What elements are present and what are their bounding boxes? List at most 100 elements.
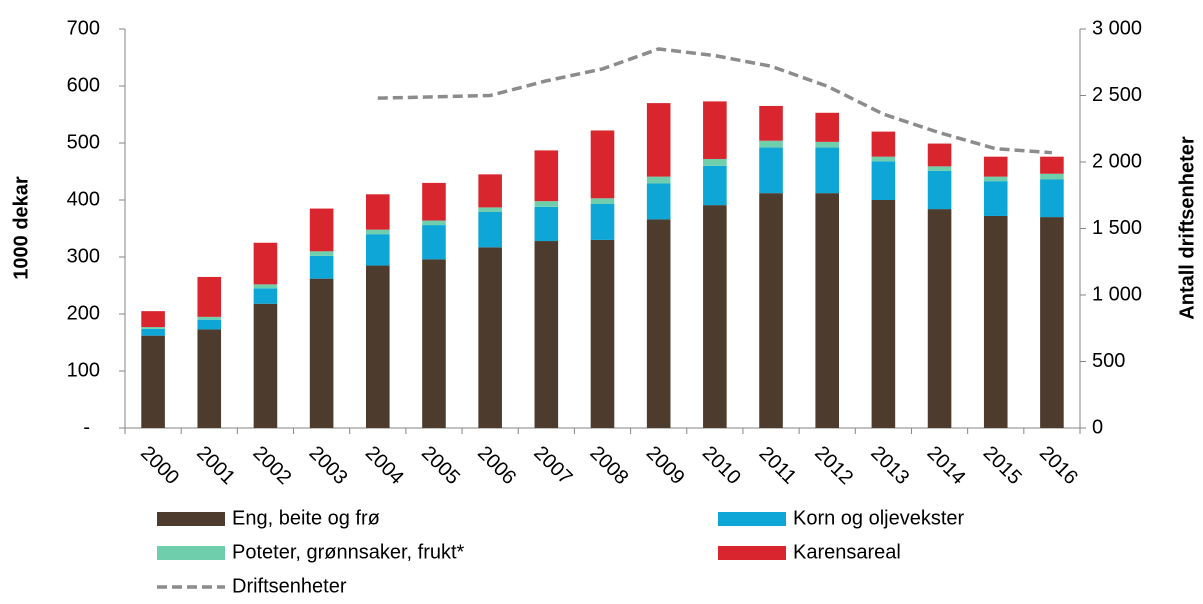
bar-segment	[983, 176, 1008, 182]
y2-tick-label: 1 000	[1092, 283, 1142, 305]
bar-segment	[759, 193, 783, 428]
bar-segment	[703, 101, 727, 159]
x-tick-label: 2003	[305, 442, 352, 489]
bar-segment	[703, 158, 727, 166]
bar-segment	[815, 147, 840, 194]
y-axis-label: 1000 dekar	[10, 176, 32, 280]
bar-segment	[1040, 217, 1064, 428]
legend-swatch	[157, 546, 225, 560]
bar-segment	[422, 259, 446, 428]
bar-segment	[590, 203, 615, 240]
y2-tick-label: 1 500	[1092, 217, 1142, 239]
bar-segment	[927, 143, 952, 167]
x-tick-label: 2001	[192, 442, 239, 489]
x-tick-label: 2000	[136, 442, 183, 489]
bar-segment	[365, 265, 390, 428]
bar-segment	[309, 255, 334, 279]
bar-segment	[646, 176, 671, 184]
bar-segment	[983, 215, 1008, 428]
legend-swatch	[718, 546, 786, 560]
bar-segment	[983, 156, 1008, 177]
bar-segment	[197, 316, 222, 320]
x-tick-label: 2008	[585, 442, 632, 489]
y-tick-label: 200	[67, 302, 100, 324]
bar-segment	[478, 211, 502, 248]
y-tick-label: 500	[67, 131, 100, 153]
legend-label: Poteter, grønnsaker, frukt*	[232, 541, 465, 563]
x-tick-label: 2010	[698, 442, 745, 489]
legend-swatch	[718, 512, 786, 526]
bar-segment	[478, 247, 502, 428]
x-tick-label: 2007	[529, 442, 576, 489]
y-tick-label: 600	[67, 74, 100, 96]
bar-segment	[927, 209, 952, 428]
bar-segment	[1040, 179, 1064, 218]
bar-segment	[309, 208, 334, 252]
x-tick-label: 2015	[979, 442, 1026, 489]
bar-segment	[646, 183, 671, 220]
bar-segment	[590, 239, 615, 428]
bar-segment	[534, 201, 559, 207]
bar-segment	[646, 219, 671, 428]
legend-label: Karensareal	[793, 541, 901, 563]
bar-segment	[534, 150, 559, 202]
bar-segment	[141, 335, 165, 428]
bar-segment	[478, 174, 502, 208]
bar-segment	[815, 193, 840, 428]
bar-segment	[141, 311, 165, 328]
bar-segment	[534, 241, 559, 428]
bar-segment	[365, 234, 390, 266]
y-tick-label: 300	[67, 245, 100, 267]
bar-segment	[759, 147, 783, 194]
bar-segment	[309, 278, 334, 428]
bar-segment	[815, 112, 840, 142]
bar-segment	[422, 220, 446, 226]
bar-segment	[871, 161, 896, 200]
bar-segment	[197, 276, 222, 317]
bar-segment	[703, 165, 727, 206]
bar-segment	[590, 130, 615, 199]
bar-segment	[983, 181, 1008, 216]
legend-label: Eng, beite og frø	[232, 507, 380, 529]
y2-tick-label: 500	[1092, 350, 1125, 372]
bar-segment	[871, 200, 896, 428]
y-tick-label: 700	[67, 17, 100, 39]
bar-segment	[253, 242, 278, 285]
y2-tick-label: 0	[1092, 416, 1103, 438]
bar-segment	[197, 329, 222, 428]
x-tick-label: 2002	[248, 442, 295, 489]
x-tick-label: 2012	[810, 442, 857, 489]
y2-tick-label: 3 000	[1092, 17, 1142, 39]
bar-segment	[141, 327, 165, 329]
y2-axis-label: Antall driftsenheter	[1176, 136, 1198, 320]
y-tick-label: 100	[67, 359, 100, 381]
bar-segment	[759, 105, 783, 141]
bar-segment	[646, 103, 671, 177]
bar-segment	[871, 156, 896, 162]
bar-segment	[871, 131, 896, 157]
bar-segment	[1040, 156, 1064, 174]
x-tick-label: 2005	[417, 442, 464, 489]
x-tick-label: 2006	[473, 442, 520, 489]
bar-segment	[759, 140, 783, 148]
bar-segment	[253, 284, 278, 289]
bar-segment	[141, 328, 165, 336]
bar-segment	[590, 198, 615, 204]
y-tick-label: -	[83, 416, 90, 438]
y-tick-label: 400	[67, 188, 100, 210]
bar-segment	[927, 170, 952, 210]
legend-label: Korn og oljevekster	[793, 507, 965, 529]
bar-segment	[478, 207, 502, 212]
x-tick-label: 2016	[1035, 442, 1082, 489]
bar-segment	[422, 225, 446, 260]
bar-segment	[422, 182, 446, 221]
line-series	[377, 47, 1053, 155]
bar-segment	[815, 141, 840, 148]
y2-tick-label: 2 000	[1092, 150, 1142, 172]
bar-segment	[927, 166, 952, 171]
bar-segment	[309, 251, 334, 256]
bar-segment	[253, 303, 278, 428]
bar-segment	[197, 319, 222, 330]
legend-swatch	[157, 512, 225, 526]
